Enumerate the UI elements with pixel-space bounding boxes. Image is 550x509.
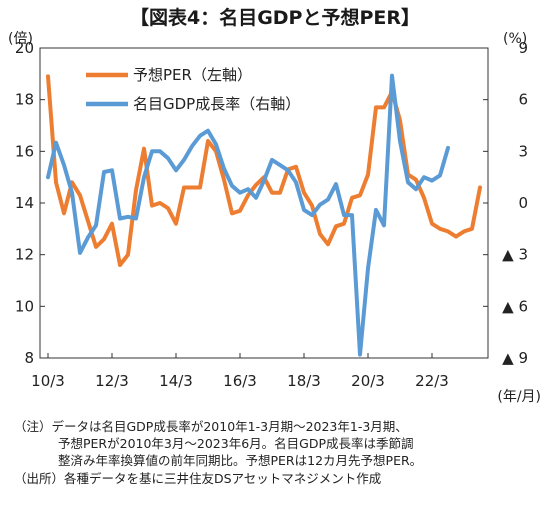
x-tick-label: 22/3 xyxy=(415,372,449,390)
y-left-tick-label: 14 xyxy=(15,194,34,212)
x-tick-label: 20/3 xyxy=(351,372,385,390)
y-right-tick-label: ▲ 3 xyxy=(502,246,528,264)
y-right-unit: (%) xyxy=(503,31,527,47)
x-tick-label: 16/3 xyxy=(223,372,257,390)
x-tick-label: 14/3 xyxy=(159,372,193,390)
y-left-tick-label: 18 xyxy=(15,91,34,109)
legend-label-per: 予想PER（左軸） xyxy=(133,66,252,84)
x-tick-label: 18/3 xyxy=(287,372,321,390)
legend: 予想PER（左軸） 名目GDP成長率（右軸） xyxy=(86,66,300,113)
legend-label-gdp: 名目GDP成長率（右軸） xyxy=(133,95,300,113)
chart-title: 【図表4：名目GDPと予想PER】 xyxy=(130,6,420,29)
y-right-tick-label: ▲ 9 xyxy=(502,349,528,367)
axes: 8 10 12 14 16 18 20 9 6 3 0 ▲ 3 ▲ 6 ▲ 9 10/3 12/3 14/3 16… xyxy=(15,39,528,390)
note-line-1: （注）データは名目GDP成長率が2010年1-3月期～2023年1-3月期、 xyxy=(14,419,408,434)
y-left-tick-label: 10 xyxy=(15,297,34,315)
y-right-tick-label: 0 xyxy=(518,194,528,212)
note-line-2: 予想PERが2010年3月～2023年6月。名目GDP成長率は季節調 xyxy=(58,436,414,451)
y-left-tick-label: 12 xyxy=(15,246,34,264)
y-right-tick-label: 9 xyxy=(518,39,528,57)
y-left-tick-label: 8 xyxy=(24,349,34,367)
y-right-tick-label: ▲ 6 xyxy=(502,297,528,315)
y-right-tick-label: 6 xyxy=(518,91,528,109)
x-tick-label: 12/3 xyxy=(95,372,129,390)
y-left-tick-label: 16 xyxy=(15,142,34,160)
y-right-tick-label: 3 xyxy=(518,142,528,160)
y-left-tick-label: 20 xyxy=(15,39,34,57)
x-tick-label: 10/3 xyxy=(31,372,65,390)
series-lines xyxy=(46,73,482,357)
source-line: （出所）各種データを基に三井住友DSアセットマネジメント作成 xyxy=(14,471,382,486)
y-left-unit: (倍) xyxy=(8,31,33,47)
note-line-3: 整済み年率換算値の前年同期比。予想PERは12カ月先予想PER。 xyxy=(58,453,423,468)
series-line-gdp xyxy=(46,73,450,357)
x-axis-unit: (年/月) xyxy=(497,389,541,405)
